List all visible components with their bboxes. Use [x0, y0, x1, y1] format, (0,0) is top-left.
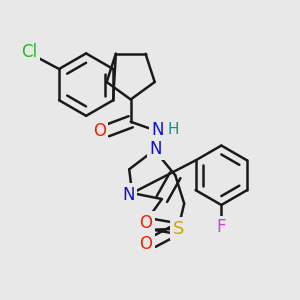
Text: S: S — [172, 220, 184, 238]
Text: N: N — [151, 121, 164, 139]
Text: O: O — [139, 235, 152, 253]
Text: O: O — [93, 122, 106, 140]
Text: N: N — [122, 186, 135, 204]
Text: H: H — [167, 122, 179, 137]
Text: N: N — [150, 140, 162, 158]
Text: O: O — [139, 214, 152, 232]
Text: Cl: Cl — [21, 43, 38, 61]
Text: F: F — [217, 218, 226, 236]
